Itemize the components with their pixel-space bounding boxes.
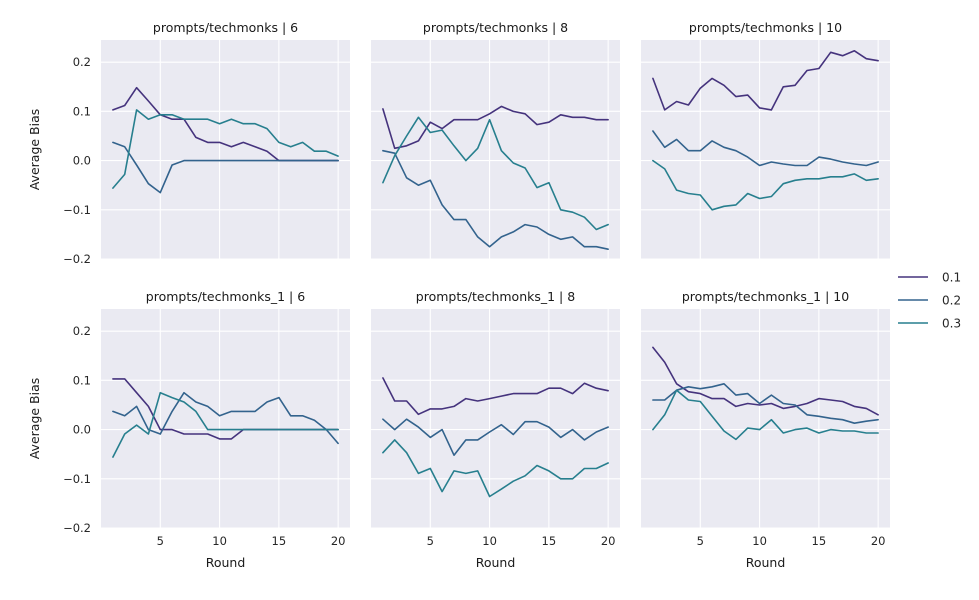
series-line-0-1 xyxy=(652,346,879,416)
x-tick-label: 10 xyxy=(212,534,227,548)
x-tick-label: 10 xyxy=(482,534,497,548)
series-line-0-3 xyxy=(652,389,879,441)
series-line-0-2 xyxy=(382,418,609,457)
legend-label: 0.3 xyxy=(942,317,961,331)
y-axis-label: Average Bias xyxy=(27,109,42,191)
panel-title: prompts/techmonks | 6 xyxy=(153,20,298,35)
x-tick-label: 20 xyxy=(871,534,886,548)
x-axis-label: Round xyxy=(476,555,516,570)
y-tick-label: 0.1 xyxy=(73,104,91,118)
x-tick-label: 20 xyxy=(601,534,616,548)
panel-background xyxy=(641,309,890,528)
x-tick-label: 5 xyxy=(697,534,704,548)
panel-background xyxy=(371,309,620,528)
series-line-0-1 xyxy=(382,377,609,416)
x-axis-label: Round xyxy=(746,555,786,570)
legend-label: 0.2 xyxy=(942,294,961,308)
panel-title: prompts/techmonks | 8 xyxy=(423,20,568,35)
panel-title: prompts/techmonks | 10 xyxy=(689,20,842,35)
y-tick-label: −0.1 xyxy=(63,203,91,217)
y-tick-label: 0.0 xyxy=(73,154,91,168)
y-tick-label: −0.2 xyxy=(63,521,91,535)
x-tick-label: 5 xyxy=(427,534,434,548)
series-line-0-2 xyxy=(652,130,879,167)
y-tick-label: −0.1 xyxy=(63,472,91,486)
series-line-0-1 xyxy=(382,105,609,150)
panel-background xyxy=(641,40,890,259)
y-tick-label: 0.1 xyxy=(73,373,91,387)
y-axis-label: Average Bias xyxy=(27,378,42,460)
y-tick-label: 0.0 xyxy=(73,423,91,437)
legend-label: 0.1 xyxy=(942,271,961,285)
panel-title: prompts/techmonks_1 | 6 xyxy=(146,289,305,304)
panel-background xyxy=(101,309,350,528)
x-tick-label: 10 xyxy=(752,534,767,548)
series-line-0-3 xyxy=(112,109,339,189)
x-tick-label: 15 xyxy=(812,534,827,548)
series-line-0-3 xyxy=(112,391,339,458)
series-line-0-3 xyxy=(652,159,879,211)
x-tick-label: 15 xyxy=(272,534,287,548)
series-line-0-2 xyxy=(112,141,339,194)
x-tick-label: 20 xyxy=(331,534,346,548)
series-line-0-2 xyxy=(382,149,609,250)
series-line-0-2 xyxy=(652,382,879,425)
series-line-0-1 xyxy=(652,49,879,111)
series-line-0-3 xyxy=(382,439,609,498)
panel-title: prompts/techmonks_1 | 8 xyxy=(416,289,575,304)
series-line-0-2 xyxy=(112,391,339,445)
x-tick-label: 5 xyxy=(157,534,164,548)
panel-background xyxy=(371,40,620,259)
y-tick-label: −0.2 xyxy=(63,252,91,266)
x-axis-label: Round xyxy=(206,555,246,570)
panel-background xyxy=(101,40,350,259)
y-tick-label: 0.2 xyxy=(73,324,91,338)
x-tick-label: 15 xyxy=(542,534,557,548)
y-tick-label: 0.2 xyxy=(73,55,91,69)
series-line-0-3 xyxy=(382,116,609,231)
panel-title: prompts/techmonks_1 | 10 xyxy=(682,289,849,304)
